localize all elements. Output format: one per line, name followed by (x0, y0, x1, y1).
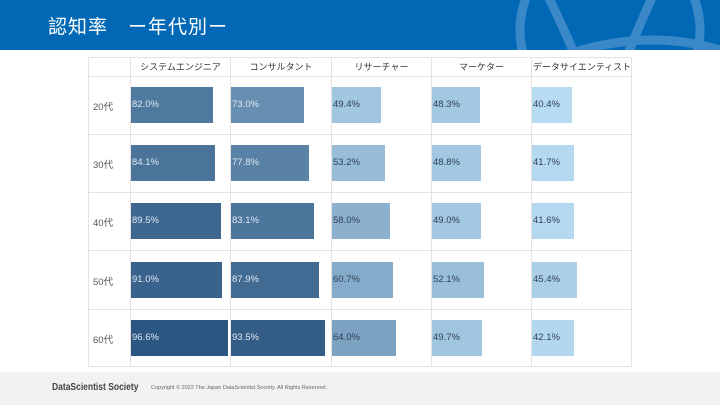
bar-1: 73.0% (231, 87, 304, 123)
bar-4: 41.7% (532, 145, 574, 181)
column-divider (431, 58, 432, 366)
bar-2: 49.4% (332, 87, 382, 123)
bar-2: 64.0% (332, 320, 396, 356)
footer: DataScientist Society Copyright © 2022 T… (0, 372, 720, 405)
row-label: 30代 (93, 160, 114, 171)
copyright: Copyright © 2022 The Japan DataScientist… (151, 385, 327, 391)
row-label: 40代 (93, 218, 114, 229)
column-header: システムエンジニア (130, 58, 230, 76)
row-label: 50代 (93, 276, 114, 288)
column-header: データサイエンティスト (531, 58, 632, 76)
bar-0: 96.6% (131, 320, 228, 356)
row-divider (89, 192, 631, 193)
page-title: 認知率 ー年代別ー (48, 17, 229, 38)
row-divider (89, 134, 631, 135)
bar-1: 77.8% (231, 145, 309, 181)
column-header: リサーチャー (331, 58, 431, 76)
bar-3: 48.3% (432, 87, 481, 123)
bar-1: 87.9% (231, 261, 319, 298)
bar-2: 60.7% (332, 261, 393, 298)
bar-0: 89.5% (131, 203, 221, 239)
bar-1: 83.1% (231, 203, 315, 239)
bar-0: 82.0% (131, 87, 213, 123)
column-divider (531, 58, 532, 366)
bar-3: 49.0% (432, 203, 481, 239)
row-label: 20代 (93, 102, 114, 113)
column-header: コンサルタント (230, 58, 331, 76)
column-divider (130, 58, 131, 366)
row-divider (89, 250, 631, 251)
bar-2: 53.2% (332, 145, 386, 181)
bar-2: 58.0% (332, 203, 390, 239)
brand-logo: DataScientist Society (52, 382, 139, 393)
column-header: マーケター (431, 58, 531, 76)
bar-4: 42.1% (532, 320, 575, 356)
bar-3: 49.7% (432, 320, 482, 356)
bar-4: 40.4% (532, 87, 573, 123)
bar-1: 93.5% (231, 320, 325, 356)
bar-4: 45.4% (532, 261, 578, 298)
row-label: 60代 (93, 335, 114, 346)
bar-4: 41.6% (532, 203, 574, 239)
column-divider (230, 58, 231, 366)
row-divider (89, 76, 631, 77)
header-bar: 認知率 ー年代別ー (0, 0, 720, 50)
row-divider (89, 309, 631, 310)
column-divider (331, 58, 332, 366)
bar-0: 91.0% (131, 261, 222, 298)
bar-3: 48.8% (432, 145, 481, 181)
globe-logo-icon (515, 0, 720, 50)
bar-0: 84.1% (131, 145, 216, 181)
bar-3: 52.1% (432, 261, 485, 298)
awareness-table: システムエンジニア コンサルタント リサーチャー マーケター データサイエンティスト 20… (88, 57, 632, 367)
